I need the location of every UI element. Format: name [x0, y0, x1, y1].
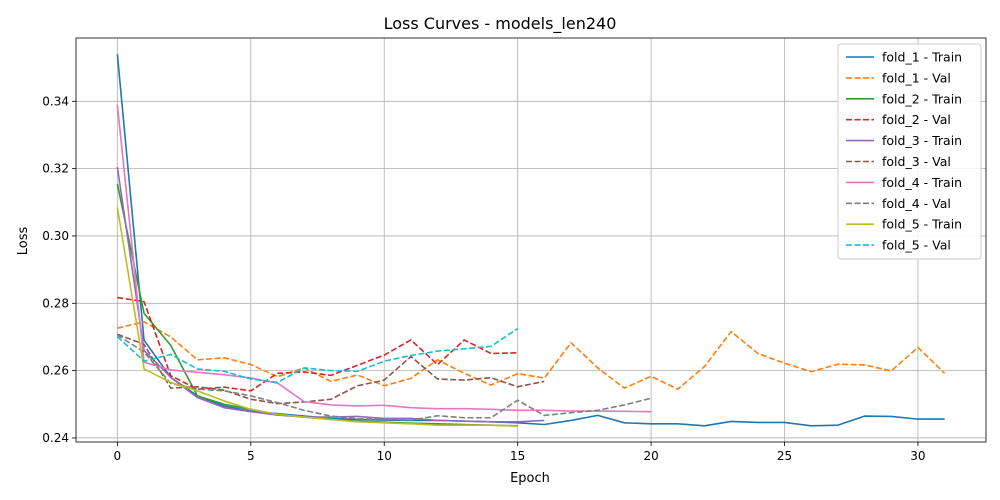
grid	[76, 38, 986, 442]
series-line-9	[116, 207, 518, 427]
legend-label: fold_3 - Val	[882, 154, 951, 169]
legend-label: fold_3 - Train	[882, 133, 962, 148]
x-tick-label: 20	[643, 449, 658, 463]
series-layer	[116, 54, 946, 427]
x-tick-label: 5	[247, 449, 255, 463]
x-tick-label: 30	[910, 449, 925, 463]
chart-title: Loss Curves - models_len240	[384, 14, 617, 34]
series-line-2	[117, 321, 946, 390]
series-line-5	[116, 166, 545, 423]
legend-label: fold_5 - Train	[882, 217, 962, 232]
series-line-4	[117, 296, 518, 392]
y-tick-label: 0.32	[42, 162, 69, 176]
legend-label: fold_2 - Val	[882, 112, 951, 127]
legend-label: fold_5 - Val	[882, 238, 951, 253]
x-tick-label: 25	[777, 449, 792, 463]
series-line-7	[116, 104, 652, 413]
y-tick-label: 0.24	[42, 431, 69, 445]
series-line-8	[116, 334, 652, 421]
legend: fold_1 - Train fold_1 - Val fold_2 - Train…	[837, 43, 982, 260]
plot-frame	[75, 37, 987, 443]
legend-label: fold_2 - Train	[882, 91, 962, 106]
x-axis-label: Epoch	[510, 471, 550, 486]
legend-label: fold_1 - Train	[882, 50, 962, 65]
x-tick-label: 0	[114, 449, 122, 463]
legend-box	[837, 43, 982, 260]
y-axis-label: Loss	[16, 227, 31, 256]
y-tick-label: 0.28	[42, 296, 69, 310]
series-line-10	[116, 327, 519, 384]
x-tick-label: 15	[510, 449, 525, 463]
y-tick-label: 0.34	[42, 94, 69, 108]
legend-label: fold_4 - Train	[882, 175, 962, 190]
legend-label: fold_1 - Val	[882, 70, 951, 85]
ticks: 0 5 10 15 20 25 30 0.24 0.26 0.28 0.30 0.32 0.34	[42, 94, 925, 463]
legend-label: fold_4 - Val	[882, 196, 951, 211]
x-tick-label: 10	[377, 449, 392, 463]
y-tick-label: 0.26	[42, 364, 69, 378]
y-tick-label: 0.30	[42, 229, 69, 243]
